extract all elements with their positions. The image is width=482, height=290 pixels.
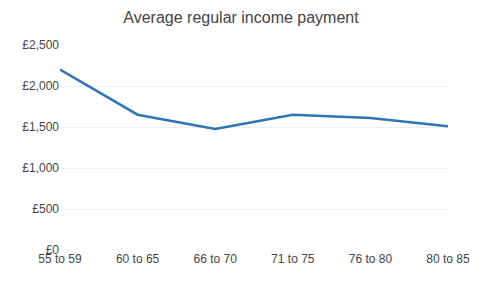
svg-text:£2,000: £2,000 <box>22 79 59 93</box>
svg-text:80 to 85: 80 to 85 <box>426 252 470 266</box>
svg-text:76 to 80: 76 to 80 <box>349 252 393 266</box>
svg-text:Average regular income payment: Average regular income payment <box>123 9 359 26</box>
svg-text:71 to 75: 71 to 75 <box>271 252 315 266</box>
svg-text:60 to 65: 60 to 65 <box>116 252 160 266</box>
svg-text:£0: £0 <box>46 243 60 257</box>
svg-text:£2,500: £2,500 <box>22 38 59 52</box>
svg-text:66 to 70: 66 to 70 <box>194 252 238 266</box>
svg-text:£1,000: £1,000 <box>22 161 59 175</box>
svg-text:£500: £500 <box>32 202 59 216</box>
svg-text:55 to 59: 55 to 59 <box>38 252 82 266</box>
svg-text:£1,500: £1,500 <box>22 120 59 134</box>
